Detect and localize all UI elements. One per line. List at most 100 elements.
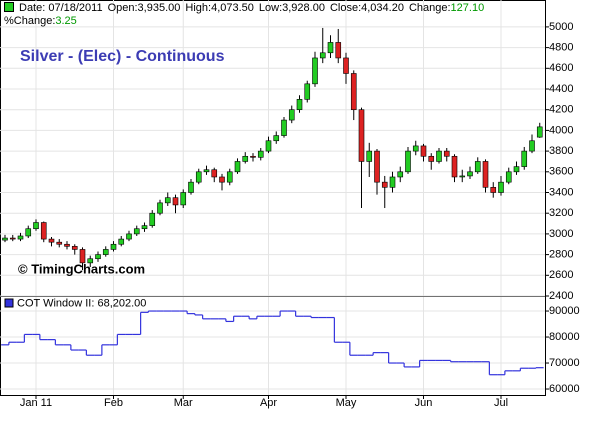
candle-body	[490, 187, 497, 193]
pct: 3.25	[55, 15, 77, 27]
legend-label: COT Window II: 68,202.00	[17, 297, 146, 309]
candle-body	[405, 150, 411, 173]
candle-body	[195, 171, 202, 183]
candle-body	[443, 150, 450, 157]
candle-body	[343, 57, 349, 74]
candle-body	[71, 246, 78, 250]
candle-body	[180, 192, 187, 206]
candle-body	[164, 197, 171, 204]
date: Date: 07/18/2011	[19, 2, 103, 14]
candle-body	[250, 155, 256, 158]
candle-body	[188, 181, 194, 193]
candle-body	[211, 169, 218, 178]
candle-body	[17, 235, 24, 240]
candle-body	[513, 166, 520, 173]
icon	[4, 2, 14, 12]
candle-body	[521, 150, 528, 167]
candle-body	[366, 150, 373, 162]
candle-body	[172, 197, 179, 206]
candle-body	[242, 155, 249, 162]
chart-title: Silver - (Elec) - Continuous	[20, 48, 225, 65]
y-tick-label: 3200	[549, 207, 573, 219]
candle-body	[467, 171, 473, 177]
x-tick-label: Jan 11	[20, 397, 52, 409]
candle-body	[505, 171, 512, 183]
candle-body	[412, 145, 419, 152]
x-tick-label: Apr	[260, 397, 277, 409]
candle-body	[265, 140, 272, 152]
quote-line: Date: 07/18/2011 Open:3,935.00 High:4,073.…	[4, 2, 544, 15]
candle-body	[133, 228, 140, 235]
quote-line: %Change:3.25	[4, 15, 544, 28]
y-tick-label: 60000	[549, 383, 580, 395]
change: 127.10	[450, 2, 485, 14]
change-label: Change:	[408, 2, 451, 14]
candle-body	[87, 258, 94, 264]
y-tick-label: 3400	[549, 186, 573, 198]
candle-body	[226, 171, 233, 183]
candle-body	[420, 145, 427, 157]
candle-body	[2, 237, 8, 241]
candle-body	[335, 42, 342, 59]
candle-body	[288, 109, 295, 121]
x-tick-label: Feb	[104, 397, 123, 409]
candle-body	[436, 150, 442, 162]
candle-body	[273, 135, 280, 142]
candle-body	[257, 150, 264, 158]
price-panel	[0, 0, 546, 297]
candle-body	[381, 181, 388, 188]
y-tick-label: 4000	[549, 124, 573, 136]
candle-body	[203, 169, 210, 173]
y-tick-label: 5000	[549, 21, 573, 33]
candle-body	[374, 150, 380, 183]
open: Open:3,935.00	[107, 2, 181, 14]
candle-body	[110, 243, 117, 250]
candle-body	[149, 212, 156, 226]
x-tick-label: Jul	[494, 397, 508, 409]
y-tick-label: 4800	[549, 42, 573, 54]
low: Low:3,928.00	[258, 2, 325, 14]
y-tick-label: 70000	[549, 357, 580, 369]
candle-body	[9, 237, 16, 240]
high: High:4,073.50	[185, 2, 254, 14]
candle-body	[141, 225, 148, 230]
y-tick-label: 4200	[549, 104, 573, 116]
candle-body	[118, 238, 125, 245]
y-tick-label: 2600	[549, 269, 573, 281]
candle-body	[234, 161, 241, 173]
candle-body	[350, 73, 357, 111]
candle-body	[389, 176, 396, 188]
candle-body	[79, 249, 86, 264]
x-tick-label: Mar	[174, 397, 193, 409]
pct-label: %Change:	[4, 15, 56, 27]
candle-body	[33, 222, 39, 230]
candle-body	[157, 202, 163, 214]
candle-body	[319, 52, 326, 59]
candle-body	[358, 109, 365, 162]
candle-body	[451, 155, 458, 178]
candle-body	[312, 57, 318, 85]
x-tick-label: May	[336, 397, 357, 409]
quote-header: Date: 07/18/2011 Open:3,935.00 High:4,073.…	[4, 2, 544, 28]
candle-body	[48, 238, 55, 243]
candle-body	[459, 175, 466, 178]
candle-body	[296, 99, 303, 111]
candle-body	[482, 161, 489, 188]
y-tick-label: 2800	[549, 249, 573, 261]
close: Close:4,034.20	[329, 2, 404, 14]
y-tick-label: 4400	[549, 83, 573, 95]
candle-body	[474, 161, 481, 173]
candle-body	[40, 222, 47, 240]
x-tick-label: Jun	[415, 397, 433, 409]
candle-body	[102, 249, 109, 255]
candle-body	[95, 254, 101, 260]
cot-panel	[0, 296, 546, 396]
candle-body	[126, 233, 132, 240]
candle-body	[219, 176, 225, 183]
candle-body	[428, 155, 435, 162]
candle-body	[25, 228, 32, 237]
legend-swatch	[4, 298, 14, 308]
candle-body	[304, 83, 311, 100]
